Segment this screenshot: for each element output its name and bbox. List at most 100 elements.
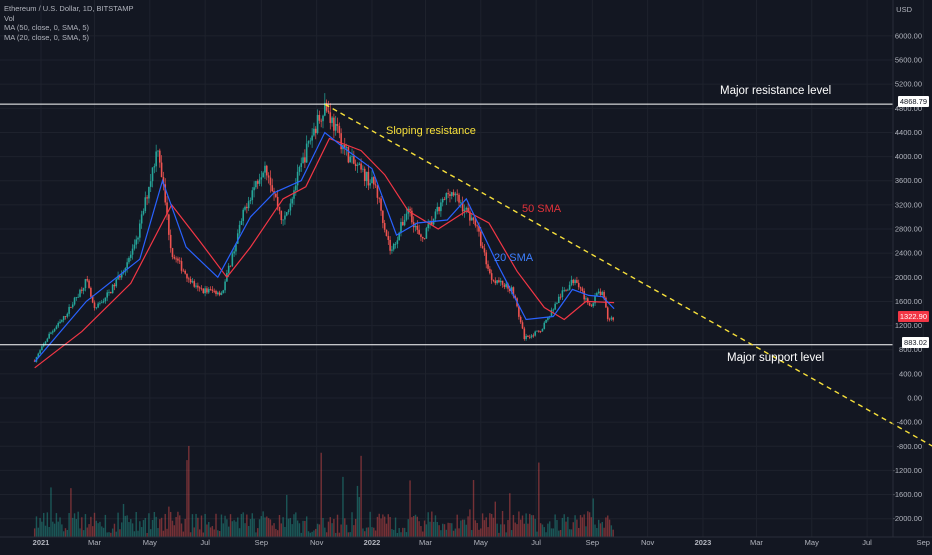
volume-bar: [568, 529, 571, 537]
volume-bar: [344, 518, 346, 537]
candle-body: [37, 353, 40, 358]
volume-bar: [211, 526, 214, 537]
candle-body: [608, 318, 611, 320]
candle-body: [146, 197, 148, 199]
volume-bar: [467, 516, 469, 537]
volume-bar: [229, 514, 232, 537]
volume-bar: [338, 532, 341, 537]
candle-body: [276, 196, 279, 207]
x-tick-label: Jul: [531, 538, 541, 547]
candle-body: [343, 145, 346, 148]
candle-body: [233, 251, 235, 254]
volume-bar: [458, 528, 460, 537]
candle-body: [50, 332, 52, 334]
x-tick-label: 2023: [695, 538, 712, 547]
candle-body: [434, 211, 437, 219]
y-tick-label: -800.00: [897, 442, 922, 451]
x-tick-label: Nov: [641, 538, 655, 547]
volume-bar: [574, 515, 576, 537]
candle-body: [603, 291, 605, 298]
candle-body: [507, 283, 509, 289]
x-tick-label: Sep: [586, 538, 599, 547]
volume-bar: [46, 512, 49, 537]
y-tick-label: 4400.00: [895, 128, 922, 137]
volume-bar: [552, 528, 555, 537]
candle-body: [169, 234, 172, 249]
candle-body: [302, 157, 304, 164]
volume-bar: [516, 524, 518, 537]
volume-bar: [233, 520, 235, 537]
legend-ma50[interactable]: MA (50, close, 0, SMA, 5): [4, 23, 90, 32]
candle-body: [275, 193, 277, 197]
volume-bar: [164, 513, 166, 537]
volume-bar: [447, 522, 449, 537]
candle-body: [220, 292, 223, 295]
candle-body: [168, 214, 170, 235]
volume-bar: [82, 530, 85, 537]
candle-body: [470, 217, 473, 221]
volume-bar: [472, 480, 475, 537]
candle-body: [120, 273, 123, 278]
legend-symbol[interactable]: Ethereum / U.S. Dollar, 1D, BITSTAMP: [4, 4, 134, 13]
candle-body: [597, 291, 600, 294]
legend-ma20[interactable]: MA (20, close, 0, SMA, 5): [4, 32, 90, 42]
volume-bar: [529, 513, 531, 537]
volume-bar: [113, 523, 116, 537]
volume-bar: [124, 515, 127, 537]
volume-bar: [612, 529, 614, 537]
candle-body: [489, 268, 491, 274]
annotation-major-resistance: Major resistance level: [720, 85, 832, 97]
volume-bar: [189, 532, 192, 537]
volume-bar: [86, 527, 88, 537]
candle-body: [356, 165, 359, 166]
candle-body: [425, 228, 428, 239]
candle-body: [438, 206, 440, 212]
volume-bar: [418, 521, 420, 537]
candle-body: [229, 265, 232, 267]
volume-bar: [90, 516, 92, 537]
volume-bar: [240, 514, 243, 537]
volume-bar: [55, 513, 58, 537]
candle-body: [46, 338, 49, 342]
volume-bar: [264, 517, 266, 537]
volume-bar: [489, 513, 491, 537]
volume-bar: [365, 527, 368, 537]
volume-bar: [37, 527, 39, 537]
candle-body: [554, 303, 556, 310]
candle-body: [88, 280, 90, 288]
volume-bar: [382, 514, 384, 537]
annotation-20-sma: 20 SMA: [494, 252, 534, 264]
candle-body: [57, 322, 60, 327]
candle-body: [166, 202, 168, 215]
volume-bar: [481, 513, 484, 537]
candle-body: [577, 282, 580, 288]
volume-bar: [286, 494, 288, 537]
candle-body: [534, 331, 536, 336]
volume-bar: [603, 527, 605, 537]
volume-bar: [525, 513, 527, 537]
x-tick-label: Mar: [419, 538, 432, 547]
volume-bar: [249, 519, 252, 537]
volume-bar: [460, 520, 462, 537]
volume-bar: [253, 518, 255, 537]
candle-body: [255, 181, 257, 188]
annotation-major-support: Major support level: [727, 352, 825, 364]
candle-body: [360, 163, 362, 170]
volume-bar: [414, 514, 417, 537]
volume-bar: [188, 445, 190, 537]
candle-body: [324, 102, 326, 116]
volume-bar: [59, 517, 61, 537]
candle-body: [588, 302, 591, 306]
candle-body: [583, 290, 585, 300]
volume-bar: [173, 525, 175, 537]
price-tag-support: 883.02: [902, 337, 929, 348]
volume-bar: [389, 517, 391, 537]
volume-bar: [345, 524, 348, 537]
volume-bar: [300, 532, 302, 537]
legend-vol[interactable]: Vol: [4, 13, 15, 23]
volume-bar: [95, 520, 98, 537]
candle-body: [129, 254, 132, 258]
volume-bar: [583, 514, 585, 537]
